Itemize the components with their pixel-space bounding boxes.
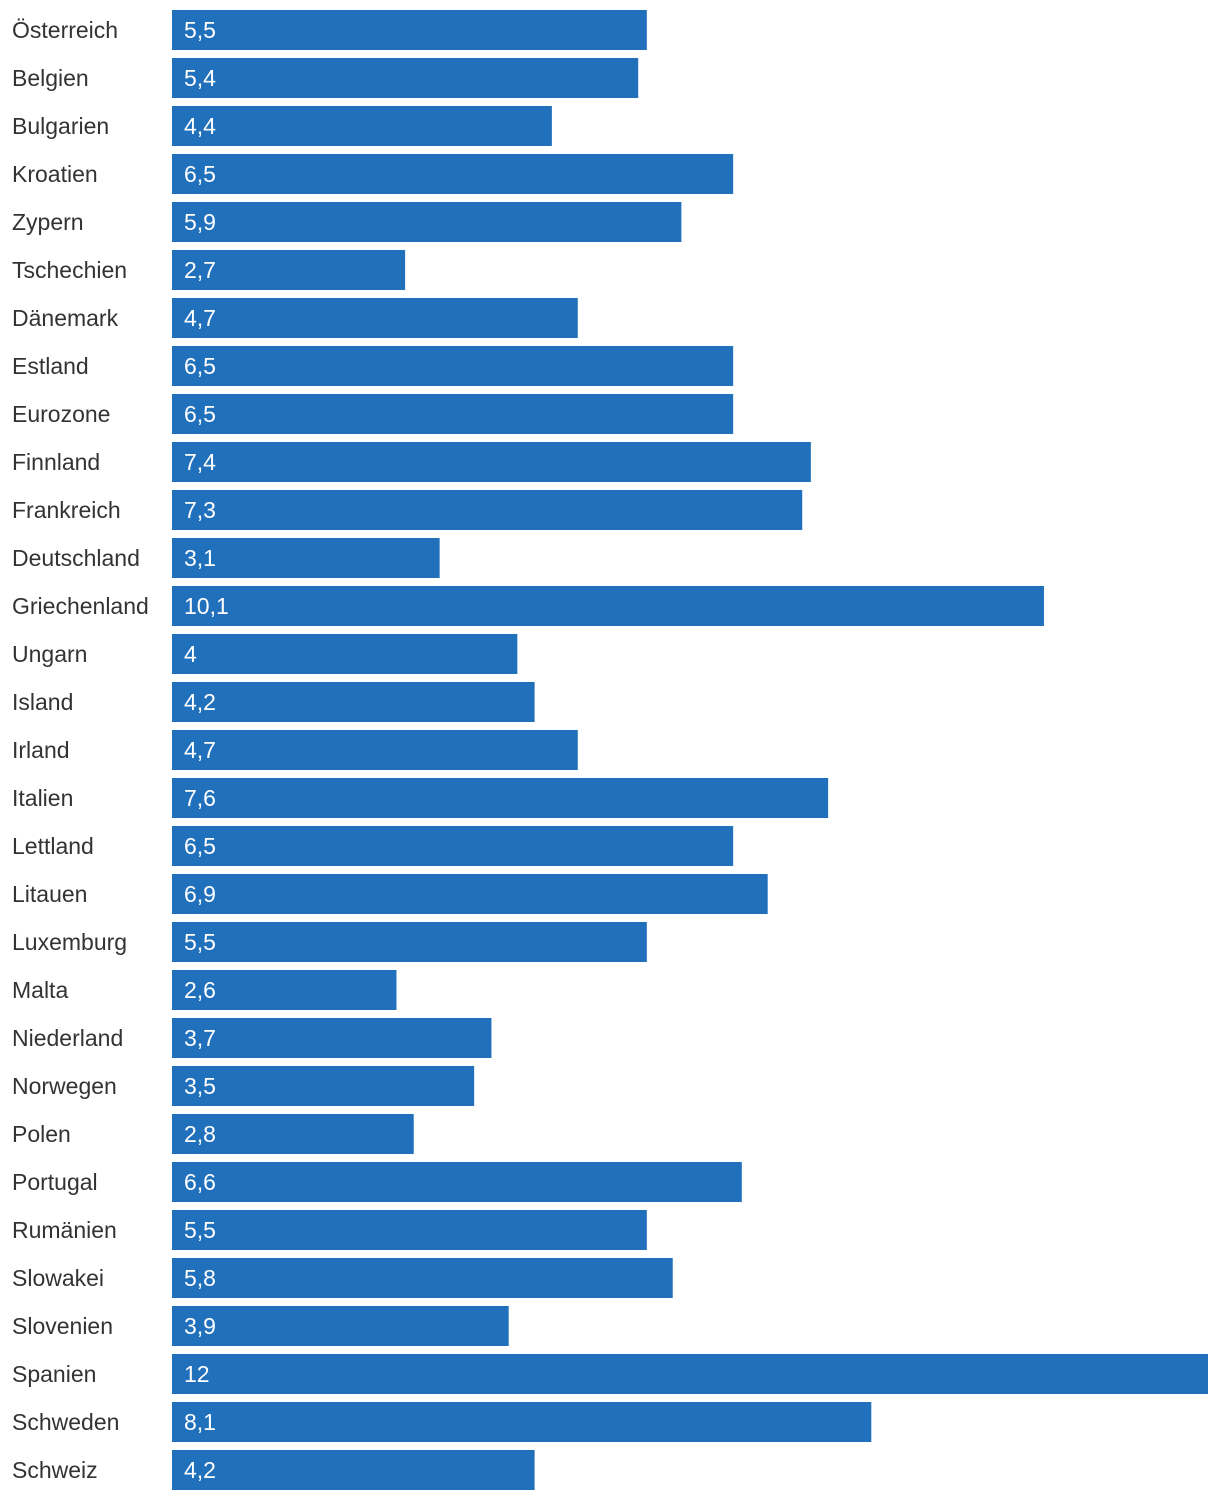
category-label: Kroatien xyxy=(12,161,98,187)
value-label: 5,5 xyxy=(184,1217,216,1243)
bar xyxy=(172,1210,647,1250)
category-label: Litauen xyxy=(12,881,87,907)
bar xyxy=(172,874,768,914)
value-label: 3,9 xyxy=(184,1313,216,1339)
value-label: 2,8 xyxy=(184,1121,216,1147)
category-label: Slovenien xyxy=(12,1313,113,1339)
bar xyxy=(172,1066,475,1106)
value-label: 2,7 xyxy=(184,257,216,283)
bar xyxy=(172,1018,492,1058)
category-label: Portugal xyxy=(12,1169,98,1195)
value-label: 3,1 xyxy=(184,545,216,571)
category-label: Ungarn xyxy=(12,641,87,667)
value-label: 3,5 xyxy=(184,1073,216,1099)
value-label: 4,4 xyxy=(184,113,216,139)
bar xyxy=(172,1162,742,1202)
value-label: 4,2 xyxy=(184,689,216,715)
category-label: Lettland xyxy=(12,833,94,859)
category-label: Spanien xyxy=(12,1361,96,1387)
bar xyxy=(172,538,440,578)
category-label: Luxemburg xyxy=(12,929,127,955)
value-label: 5,5 xyxy=(184,17,216,43)
bar xyxy=(172,682,535,722)
category-label: Bulgarien xyxy=(12,113,109,139)
value-label: 10,1 xyxy=(184,593,229,619)
value-label: 4 xyxy=(184,641,197,667)
value-label: 4,2 xyxy=(184,1457,216,1483)
bar xyxy=(172,1258,673,1298)
bar xyxy=(172,154,734,194)
bar xyxy=(172,586,1044,626)
bar xyxy=(172,394,734,434)
category-label: Deutschland xyxy=(12,545,140,571)
category-label: Irland xyxy=(12,737,70,763)
bar xyxy=(172,922,647,962)
value-label: 5,8 xyxy=(184,1265,216,1291)
bar xyxy=(172,826,734,866)
category-label: Norwegen xyxy=(12,1073,117,1099)
category-label: Österreich xyxy=(12,17,118,43)
category-label: Italien xyxy=(12,785,73,811)
bar xyxy=(172,250,406,290)
bar xyxy=(172,202,682,242)
category-label: Eurozone xyxy=(12,401,110,427)
category-label: Malta xyxy=(12,977,68,1003)
bar xyxy=(172,634,518,674)
value-label: 5,9 xyxy=(184,209,216,235)
category-label: Tschechien xyxy=(12,257,127,283)
bar xyxy=(172,490,803,530)
category-label: Polen xyxy=(12,1121,71,1147)
value-label: 4,7 xyxy=(184,305,216,331)
value-label: 6,5 xyxy=(184,401,216,427)
category-label: Island xyxy=(12,689,73,715)
category-label: Finnland xyxy=(12,449,100,475)
value-label: 6,6 xyxy=(184,1169,216,1195)
bar xyxy=(172,58,639,98)
category-label: Frankreich xyxy=(12,497,121,523)
value-label: 6,9 xyxy=(184,881,216,907)
bar xyxy=(172,442,811,482)
value-label: 6,5 xyxy=(184,833,216,859)
bar xyxy=(172,778,829,818)
category-label: Dänemark xyxy=(12,305,119,331)
bar xyxy=(172,106,552,146)
category-label: Rumänien xyxy=(12,1217,117,1243)
value-label: 5,5 xyxy=(184,929,216,955)
value-label: 12 xyxy=(184,1361,210,1387)
category-label: Slowakei xyxy=(12,1265,104,1291)
bar xyxy=(172,10,647,50)
value-label: 6,5 xyxy=(184,161,216,187)
value-label: 6,5 xyxy=(184,353,216,379)
value-label: 3,7 xyxy=(184,1025,216,1051)
value-label: 4,7 xyxy=(184,737,216,763)
category-label: Estland xyxy=(12,353,89,379)
bar xyxy=(172,346,734,386)
chart-rows: Österreich 5,5 Belgien 5,4 Bulgarien 4,4 Kroat… xyxy=(12,10,1208,1490)
category-label: Schweiz xyxy=(12,1457,98,1483)
bar xyxy=(172,1354,1208,1394)
category-label: Belgien xyxy=(12,65,89,91)
category-label: Niederland xyxy=(12,1025,123,1051)
category-label: Zypern xyxy=(12,209,84,235)
bar xyxy=(172,1114,414,1154)
value-label: 7,3 xyxy=(184,497,216,523)
category-label: Schweden xyxy=(12,1409,119,1435)
value-label: 7,6 xyxy=(184,785,216,811)
bar xyxy=(172,1450,535,1490)
value-label: 7,4 xyxy=(184,449,216,475)
value-label: 5,4 xyxy=(184,65,216,91)
bar xyxy=(172,298,578,338)
bar xyxy=(172,730,578,770)
value-label: 2,6 xyxy=(184,977,216,1003)
bar xyxy=(172,1306,509,1346)
bar xyxy=(172,1402,872,1442)
value-label: 8,1 xyxy=(184,1409,216,1435)
bar xyxy=(172,970,397,1010)
category-label: Griechenland xyxy=(12,593,149,619)
